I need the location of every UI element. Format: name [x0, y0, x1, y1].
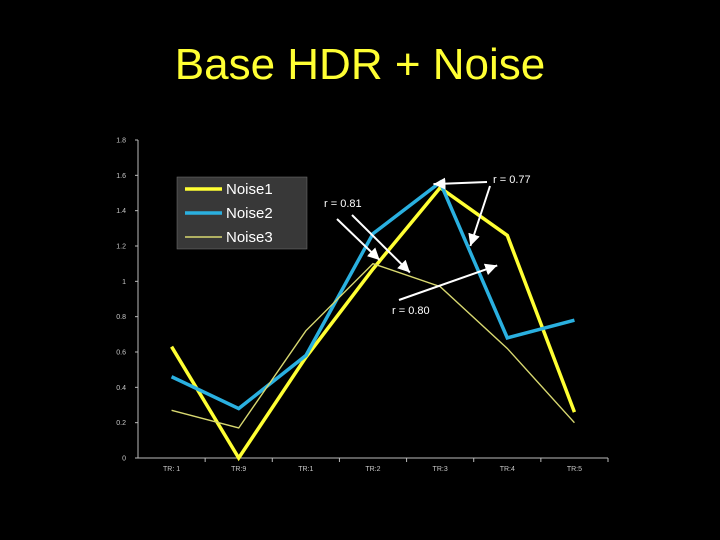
y-tick-label: 1.2	[116, 244, 126, 251]
y-tick-label: 0.8	[116, 314, 126, 321]
x-tick-label: TR: 1	[163, 466, 180, 473]
y-tick-label: 1.6	[116, 173, 126, 180]
x-tick-label: TR:1	[298, 466, 313, 473]
series-line	[170, 185, 577, 462]
legend-label: Noise3	[226, 229, 273, 246]
legend-label: Noise2	[226, 205, 273, 222]
annotation-arrow	[351, 214, 411, 274]
slide-title: Base HDR + Noise	[174, 40, 546, 89]
annotation-arrow	[398, 263, 498, 301]
y-tick-label: 0.2	[116, 420, 126, 427]
y-tick-label: 1	[122, 279, 126, 286]
annotation-label: r = 0.80	[392, 305, 430, 317]
y-tick-label: 0	[122, 456, 126, 463]
series-line	[170, 179, 575, 411]
annotation-arrow	[468, 185, 491, 247]
y-tick-label: 0.4	[116, 385, 126, 392]
annotation-arrow	[336, 218, 381, 261]
x-tick-label: TR:3	[433, 466, 448, 473]
series-line	[171, 262, 575, 429]
x-tick-label: TR:9	[231, 466, 246, 473]
annotation-label: r = 0.81	[324, 198, 362, 210]
y-tick-label: 0.6	[116, 350, 126, 357]
legend-label: Noise1	[226, 181, 273, 198]
y-tick-label: 1.4	[116, 208, 126, 215]
annotation-label: r = 0.77	[493, 174, 531, 186]
x-tick-label: TR:5	[567, 466, 582, 473]
annotation-arrow	[433, 177, 488, 190]
x-tick-label: TR:2	[365, 466, 380, 473]
y-tick-label: 1.8	[116, 138, 126, 145]
x-tick-label: TR:4	[500, 466, 515, 473]
